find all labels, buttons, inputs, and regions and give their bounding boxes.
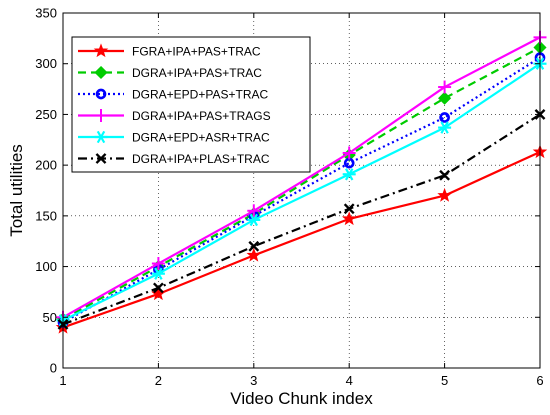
data-point	[439, 169, 450, 181]
legend-marker	[94, 65, 108, 80]
data-point	[342, 168, 356, 181]
x-tick-label: 1	[59, 373, 66, 388]
series-line	[62, 56, 541, 324]
data-point	[343, 203, 355, 215]
data-point	[151, 257, 165, 271]
series-4	[56, 30, 547, 324]
data-point	[153, 282, 164, 294]
x-tick-label: 3	[250, 373, 257, 388]
y-tick-label: 250	[35, 107, 57, 122]
y-tick-label: 0	[50, 361, 57, 376]
data-point	[248, 240, 260, 252]
data-point	[343, 157, 355, 169]
legend-item: DGRA+EPD+PAS+TRAC	[78, 88, 268, 102]
data-point	[247, 213, 261, 227]
legend-label: DGRA+EPD+ASR+TRAC	[132, 131, 270, 145]
y-tick-label: 350	[35, 6, 57, 21]
legend-label: DGRA+IPA+PLAS+TRAC	[132, 152, 270, 166]
legend-box	[71, 36, 311, 173]
series-line	[62, 62, 541, 322]
y-tick-label: 50	[43, 310, 57, 325]
legend-item: DGRA+IPA+PLAS+TRAC	[78, 152, 270, 166]
data-point	[247, 204, 261, 218]
data-point	[342, 146, 356, 160]
plot-frame	[62, 12, 541, 369]
x-tick-label: 2	[155, 373, 162, 388]
legend-item: FGRA+IPA+PAS+TRAC	[78, 43, 261, 59]
x-tick-label: 5	[441, 373, 448, 388]
data-point	[151, 267, 165, 280]
data-point	[341, 211, 357, 226]
data-point	[438, 80, 452, 94]
legend-label: DGRA+IPA+PAS+TRAC	[132, 66, 262, 80]
y-tick-label: 100	[35, 259, 57, 274]
legend-item: DGRA+IPA+PAS+TRAC	[78, 65, 262, 80]
series-1	[55, 144, 548, 334]
data-point	[439, 112, 450, 123]
legend-label: DGRA+EPD+PAS+TRAC	[132, 88, 268, 102]
x-axis-title: Video Chunk index	[230, 389, 373, 408]
data-point	[438, 91, 452, 105]
legend-marker	[94, 130, 108, 144]
y-axis-title: Total utilities	[7, 144, 26, 237]
series-line	[62, 36, 541, 319]
legend-marker	[95, 153, 107, 164]
axis-ticks: 1 2 3 4 5 6 0 50 100 150 200 250 300 350	[35, 6, 543, 389]
legend-marker	[93, 43, 109, 58]
y-tick-label: 200	[35, 158, 57, 173]
x-tick-label: 6	[536, 373, 543, 388]
legend-marker	[94, 109, 108, 122]
legend-label: FGRA+IPA+PAS+TRAC	[132, 45, 261, 59]
legend-marker	[95, 88, 107, 100]
legend-label: DGRA+IPA+PAS+TRAGS	[132, 109, 271, 123]
x-tick-label: 4	[346, 373, 353, 388]
legend: FGRA+IPA+PAS+TRAC DGRA+IPA+PAS+TRAC DGRA+E…	[71, 36, 311, 173]
data-point	[437, 187, 452, 202]
legend-item: DGRA+IPA+PAS+TRAGS	[78, 109, 271, 123]
data-point	[438, 121, 452, 134]
legend-item: DGRA+EPD+ASR+TRAC	[78, 131, 270, 145]
y-tick-label: 300	[35, 56, 57, 71]
data-point	[246, 247, 262, 262]
y-tick-label: 150	[35, 208, 57, 223]
series-line	[62, 46, 541, 321]
series-line	[62, 150, 541, 329]
